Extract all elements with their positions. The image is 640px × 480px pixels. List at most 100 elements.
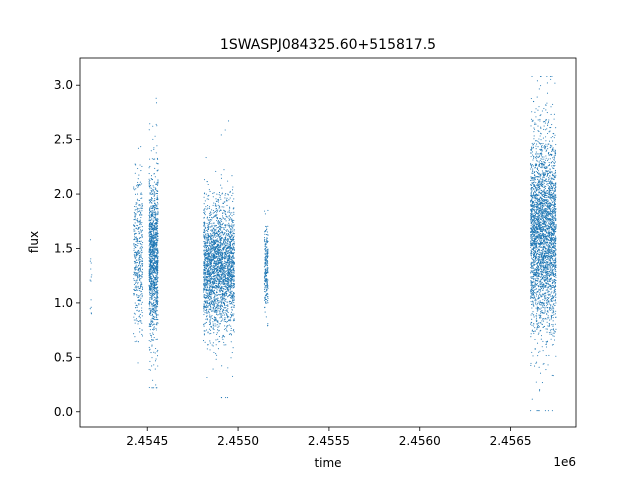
data-point (225, 310, 227, 312)
data-point (206, 306, 208, 308)
data-point (152, 329, 154, 331)
data-point (222, 217, 224, 219)
data-point (224, 299, 226, 301)
data-point (222, 297, 224, 299)
data-point (140, 237, 142, 239)
data-point (207, 263, 209, 265)
data-point (141, 210, 143, 212)
data-point (133, 271, 135, 273)
data-point (157, 300, 159, 302)
data-point (213, 250, 216, 252)
data-point (148, 275, 150, 277)
data-point (148, 214, 150, 216)
data-point (211, 238, 213, 240)
data-point (151, 212, 153, 214)
data-point (226, 258, 228, 260)
data-point (133, 205, 136, 208)
data-point (205, 301, 207, 304)
data-point (228, 241, 230, 243)
data-point (150, 334, 152, 336)
data-point (217, 253, 219, 255)
data-point (151, 215, 153, 217)
data-point (136, 288, 138, 290)
data-point (141, 244, 143, 246)
data-point (150, 264, 152, 266)
data-point (222, 212, 224, 214)
data-point (222, 266, 224, 268)
data-point (267, 263, 269, 265)
data-point (148, 300, 151, 303)
data-point (134, 246, 136, 248)
data-point (217, 241, 219, 243)
data-point (149, 202, 151, 204)
data-point (213, 271, 215, 273)
data-point (156, 220, 158, 222)
data-point (264, 281, 266, 283)
data-point (266, 285, 268, 287)
data-point (216, 260, 218, 262)
data-point (141, 272, 144, 274)
data-point (264, 230, 266, 232)
data-point (152, 212, 154, 214)
data-point (149, 289, 152, 291)
data-point (135, 252, 137, 254)
data-point (217, 219, 220, 222)
data-point (223, 328, 225, 330)
data-point (135, 213, 137, 215)
data-point (140, 265, 142, 267)
data-point (136, 277, 139, 279)
data-point (135, 264, 137, 266)
data-point (136, 262, 138, 264)
data-point (148, 245, 150, 247)
data-point (151, 317, 153, 319)
data-point (232, 260, 234, 262)
data-point (139, 229, 142, 231)
data-point (224, 336, 226, 338)
data-point (229, 265, 231, 267)
data-point (135, 281, 137, 283)
data-point (231, 265, 233, 267)
data-point (134, 237, 136, 239)
data-point (205, 248, 207, 250)
data-point (233, 292, 235, 294)
data-point (156, 193, 159, 195)
data-point (141, 287, 143, 289)
data-point (205, 300, 207, 302)
data-point (133, 294, 135, 296)
data-point (219, 276, 221, 278)
data-point (222, 338, 224, 340)
data-point (232, 200, 234, 202)
data-point (224, 260, 226, 262)
data-point (139, 221, 141, 223)
data-point (152, 138, 154, 140)
data-point (152, 189, 154, 191)
data-point (211, 283, 213, 286)
data-point (157, 203, 159, 205)
data-point (151, 208, 153, 210)
data-point (151, 261, 153, 263)
data-point (229, 275, 231, 277)
data-point (150, 268, 152, 270)
data-point (228, 249, 231, 251)
data-point (228, 285, 230, 287)
data-point (223, 276, 225, 278)
data-point (208, 291, 210, 293)
data-point (204, 208, 206, 210)
data-point (203, 287, 205, 289)
data-point (547, 216, 549, 218)
data-point (140, 192, 142, 194)
data-point (149, 360, 151, 362)
data-point (141, 307, 143, 309)
data-point (532, 303, 534, 305)
data-point (134, 215, 136, 217)
data-point (139, 248, 141, 250)
data-point (157, 273, 159, 275)
data-point (148, 182, 150, 184)
data-point (154, 191, 156, 193)
data-point (265, 256, 267, 258)
data-point (212, 222, 214, 224)
data-point (151, 240, 153, 242)
data-point (233, 230, 235, 232)
data-point (156, 309, 158, 312)
data-point (156, 201, 158, 203)
